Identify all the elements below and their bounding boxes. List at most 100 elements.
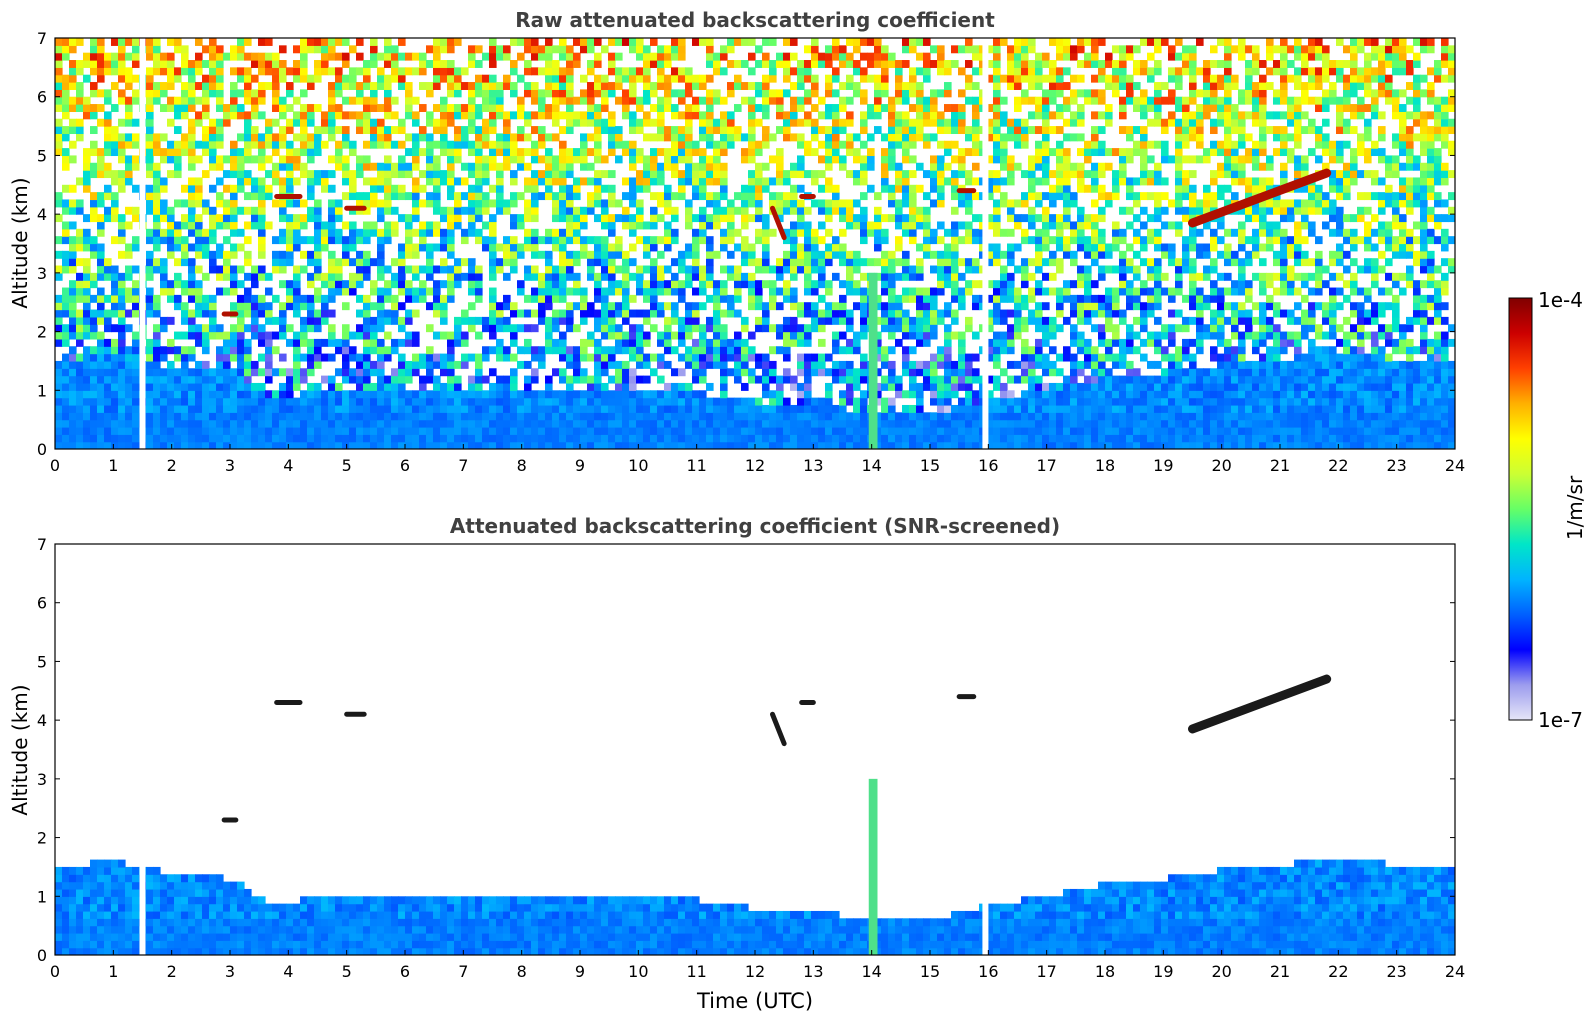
raw-heatmap-cell [258, 272, 266, 281]
raw-heatmap-cell [818, 221, 826, 230]
raw-heatmap-cell [860, 353, 868, 362]
raw-heatmap-cell [426, 82, 434, 90]
raw-heatmap-cell [174, 67, 182, 76]
raw-heatmap-cell [902, 133, 910, 142]
raw-heatmap-cell [629, 89, 637, 98]
raw-heatmap-cell [279, 302, 287, 311]
raw-heatmap-cell [552, 60, 560, 68]
raw-heatmap-cell [202, 294, 210, 303]
raw-heatmap-cell [622, 382, 630, 391]
raw-heatmap-cell [83, 412, 91, 421]
raw-heatmap-cell [223, 426, 231, 435]
raw-heatmap-cell [279, 133, 287, 142]
raw-heatmap-cell [818, 316, 826, 325]
raw-heatmap-cell [454, 140, 462, 149]
raw-heatmap-cell [90, 67, 98, 76]
raw-heatmap-cell [90, 404, 98, 413]
raw-heatmap-cell [384, 104, 392, 112]
raw-heatmap-cell [244, 346, 252, 355]
raw-heatmap-cell [839, 390, 847, 399]
raw-heatmap-cell [755, 302, 763, 311]
raw-heatmap-cell [258, 140, 266, 149]
raw-heatmap-cell [804, 140, 812, 149]
raw-heatmap-cell [258, 419, 266, 428]
raw-heatmap-cell [706, 382, 714, 391]
raw-heatmap-cell [398, 404, 406, 413]
raw-heatmap-cell [475, 287, 483, 296]
raw-heatmap-cell [783, 280, 791, 289]
raw-heatmap-cell [916, 162, 924, 171]
raw-heatmap-cell [818, 426, 826, 435]
raw-heatmap-cell [531, 170, 539, 179]
raw-heatmap-cell [531, 272, 539, 281]
raw-heatmap-cell [237, 412, 245, 421]
raw-heatmap-cell [811, 243, 819, 252]
raw-heatmap-cell [629, 397, 637, 406]
raw-heatmap-cell [83, 294, 91, 303]
raw-heatmap-cell [951, 434, 959, 443]
raw-heatmap-cell [307, 133, 315, 142]
raw-heatmap-cell [454, 111, 462, 120]
raw-heatmap-cell [104, 426, 112, 435]
raw-heatmap-cell [510, 265, 518, 274]
raw-heatmap-cell [692, 390, 700, 399]
raw-heatmap-cell [524, 419, 532, 428]
raw-heatmap-cell [335, 272, 343, 281]
raw-heatmap-cell [559, 170, 567, 179]
raw-heatmap-cell [923, 221, 931, 230]
raw-heatmap-cell [909, 360, 917, 369]
raw-heatmap-cell [741, 82, 749, 90]
raw-heatmap-cell [783, 412, 791, 421]
raw-heatmap-cell [475, 228, 483, 237]
raw-heatmap-cell [671, 140, 679, 149]
raw-heatmap-cell [97, 118, 105, 127]
raw-heatmap-cell [825, 404, 833, 413]
raw-heatmap-cell [664, 236, 672, 245]
raw-heatmap-cell [783, 331, 791, 340]
raw-heatmap-cell [230, 441, 238, 449]
raw-heatmap-cell [412, 441, 420, 449]
raw-heatmap-cell [83, 258, 91, 267]
raw-heatmap-cell [132, 412, 140, 421]
raw-heatmap-cell [384, 133, 392, 142]
raw-heatmap-cell [55, 331, 63, 340]
raw-heatmap-cell [860, 89, 868, 98]
raw-heatmap-cell [405, 67, 413, 76]
raw-heatmap-cell [265, 221, 273, 230]
raw-heatmap-cell [888, 360, 896, 369]
raw-heatmap-cell [937, 140, 945, 149]
raw-heatmap-cell [713, 140, 721, 149]
raw-heatmap-cell [69, 74, 77, 83]
raw-heatmap-cell [468, 375, 476, 384]
raw-heatmap-cell [181, 412, 189, 421]
raw-heatmap-cell [258, 60, 266, 68]
raw-heatmap-cell [272, 199, 280, 208]
raw-heatmap-cell [720, 126, 728, 135]
raw-heatmap-cell [153, 192, 161, 201]
raw-heatmap-cell [846, 221, 854, 230]
raw-heatmap-cell [944, 140, 952, 149]
raw-heatmap-cell [475, 426, 483, 435]
raw-heatmap-cell [244, 434, 252, 443]
raw-heatmap-cell [797, 133, 805, 142]
raw-heatmap-cell [363, 390, 371, 399]
raw-heatmap-cell [517, 280, 525, 289]
raw-heatmap-cell [902, 272, 910, 281]
raw-heatmap-cell [608, 133, 616, 142]
raw-heatmap-cell [692, 419, 700, 428]
raw-heatmap-cell [909, 316, 917, 325]
raw-heatmap-cell [146, 404, 154, 413]
raw-heatmap-cell [832, 104, 840, 112]
raw-heatmap-cell [601, 74, 609, 83]
raw-heatmap-cell [104, 441, 112, 449]
raw-heatmap-cell [608, 360, 616, 369]
raw-heatmap-cell [496, 45, 504, 54]
raw-heatmap-cell [342, 236, 350, 245]
raw-heatmap-cell [426, 426, 434, 435]
raw-heatmap-cell [762, 126, 770, 135]
raw-heatmap-cell [489, 390, 497, 399]
raw-heatmap-cell [587, 338, 595, 347]
raw-heatmap-cell [181, 426, 189, 435]
raw-heatmap-cell [188, 426, 196, 435]
raw-heatmap-cell [552, 177, 560, 186]
